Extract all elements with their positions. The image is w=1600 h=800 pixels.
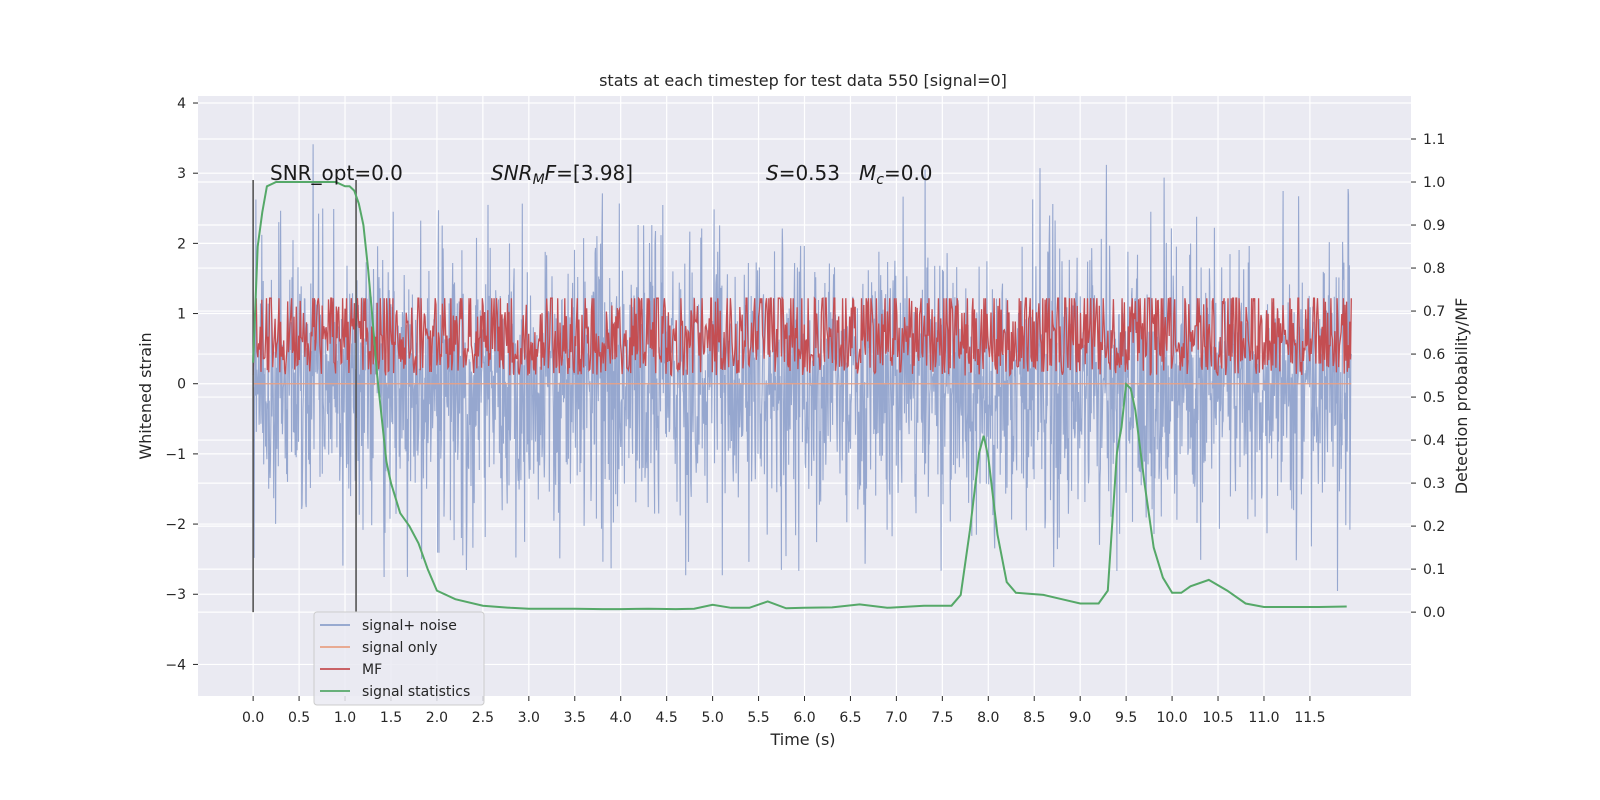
x-tick-label: 1.5: [380, 710, 402, 726]
y2-axis-ticks: 1.1 1.0 0.9 0.8 0.7 0.6 0.5 0.4 0.3 0.2 0.1 0.0: [1411, 132, 1445, 621]
y-tick-label: 4: [177, 96, 186, 112]
chart-title: stats at each timestep for test data 550…: [599, 71, 1007, 90]
annotation-snr-opt: SNR_opt=0.0: [270, 161, 403, 185]
x-tick-label: 9.5: [1115, 710, 1137, 726]
y2-tick-label: 0.9: [1423, 218, 1445, 234]
annotation-s-var: S: [766, 161, 779, 185]
y-tick-label: −3: [165, 587, 186, 603]
x-tick-label: 10.0: [1156, 710, 1187, 726]
annotation-mc-sub: c: [876, 172, 884, 188]
annotation-s: S=0.53: [766, 161, 840, 185]
x-tick-label: 1.0: [334, 710, 356, 726]
x-tick-label: 3.0: [518, 710, 540, 726]
x-tick-label: 8.5: [1023, 710, 1045, 726]
x-axis-label: Time (s): [769, 730, 835, 749]
annotation-mc-var: M: [859, 161, 876, 185]
y2-tick-label: 0.1: [1423, 562, 1445, 578]
y-tick-label: −1: [165, 447, 186, 463]
y-tick-label: 1: [177, 307, 186, 323]
series-mf: [252, 296, 1352, 377]
y-axis-ticks: 4 3 2 1 0 −1 −2 −3 −4: [165, 96, 198, 673]
x-axis-ticks: 0.0 0.5 1.0 1.5 2.0 2.5 3.0 3.5 4.0 4.5 5.0 5.5 6.0 6…: [242, 696, 1326, 726]
y2-tick-label: 1.1: [1423, 132, 1445, 148]
x-tick-label: 11.5: [1294, 710, 1325, 726]
annotation-snr-mf-var: SNR: [491, 161, 533, 185]
annotation-snr-mf-var2: F: [545, 161, 557, 185]
legend-label-signal-noise: signal+ noise: [362, 618, 457, 634]
annotation-mc-value: =0.0: [884, 161, 933, 185]
y-tick-label: −4: [165, 657, 186, 673]
x-tick-label: 5.0: [701, 710, 723, 726]
x-tick-label: 0.5: [288, 710, 310, 726]
annotation-snr-mf: SNRMF=[3.98]: [491, 161, 633, 188]
x-tick-label: 10.5: [1202, 710, 1233, 726]
y2-tick-label: 0.7: [1423, 304, 1445, 320]
x-tick-label: 7.5: [931, 710, 953, 726]
y-tick-label: 0: [177, 377, 186, 393]
y2-tick-label: 1.0: [1423, 175, 1445, 191]
legend-label-mf: MF: [362, 662, 382, 678]
annotation-mc: Mc=0.0: [859, 161, 933, 188]
series-signal-statistics: [252, 181, 1347, 611]
y2-tick-label: 0.2: [1423, 519, 1445, 535]
y-tick-label: 2: [177, 236, 186, 252]
legend-label-signal-statistics: signal statistics: [362, 684, 470, 700]
y2-tick-label: 0.3: [1423, 476, 1445, 492]
x-tick-label: 6.5: [839, 710, 861, 726]
legend-box: [313, 611, 485, 706]
annotation-s-value: =0.53: [779, 161, 840, 185]
x-tick-label: 0.0: [242, 710, 264, 726]
x-tick-label: 6.0: [793, 710, 815, 726]
x-tick-label: 7.0: [885, 710, 907, 726]
y2-tick-label: 0.5: [1423, 390, 1445, 406]
annotation-snr-mf-sub: M: [533, 172, 545, 188]
y-tick-label: −2: [165, 517, 186, 533]
x-tick-label: 2.5: [472, 710, 494, 726]
x-tick-label: 4.0: [610, 710, 632, 726]
legend: signal+ noise signal only MF signal stat…: [313, 611, 485, 706]
x-tick-label: 5.5: [747, 710, 769, 726]
y2-tick-label: 0.0: [1423, 605, 1445, 621]
x-tick-label: 8.0: [977, 710, 999, 726]
signal-statistics-trace: [252, 181, 1347, 611]
segment-markers: [252, 180, 357, 613]
legend-label-signal-only: signal only: [362, 640, 437, 656]
x-tick-label: 3.5: [564, 710, 586, 726]
y2-axis-label: Detection probability/MF: [1452, 298, 1471, 495]
annotation-snr-mf-value: =[3.98]: [556, 161, 633, 185]
y2-tick-label: 0.6: [1423, 347, 1445, 363]
y-tick-label: 3: [177, 166, 186, 182]
signal-noise-trace: [252, 144, 1352, 592]
x-tick-label: 4.5: [656, 710, 678, 726]
x-tick-label: 9.0: [1069, 710, 1091, 726]
y-axis-label: Whitened strain: [136, 332, 155, 459]
series-signal-noise: [252, 144, 1352, 592]
x-tick-label: 11.0: [1248, 710, 1279, 726]
x-tick-label: 2.0: [426, 710, 448, 726]
mf-trace: [252, 296, 1352, 377]
y2-tick-label: 0.8: [1423, 261, 1445, 277]
y2-tick-label: 0.4: [1423, 433, 1445, 449]
